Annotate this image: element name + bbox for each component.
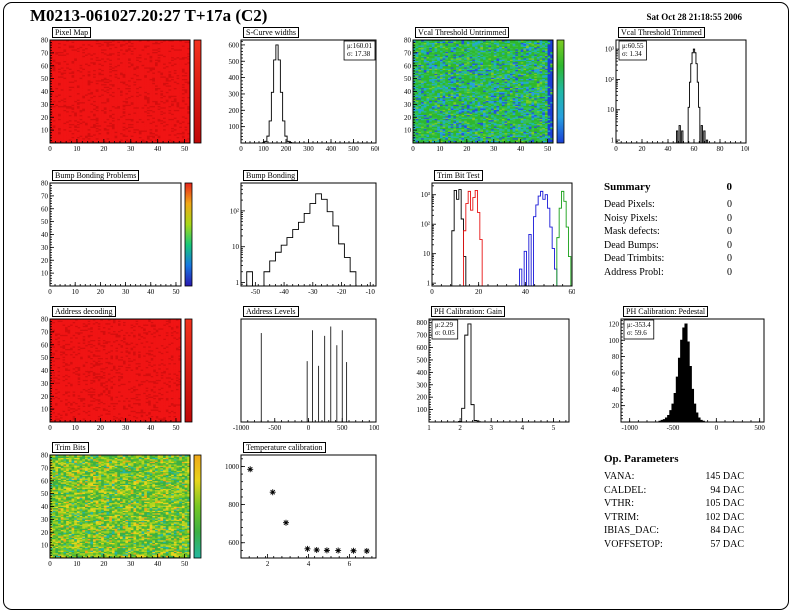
op-parameter-row: VANA: 145 DAC (604, 470, 744, 484)
summary-row: Dead Trimbits: 0 (604, 252, 732, 266)
summary-row-value: 0 (727, 239, 732, 251)
vcal-trimmed-canvas (596, 37, 749, 154)
vcal-untrimmed-canvas (395, 37, 569, 154)
summary-row-label: Dead Pixels: (604, 199, 655, 210)
op-parameter-row: VTRIM: 102 DAC (604, 511, 744, 525)
summary-panel: Summary 0 Dead Pixels: 0 Noisy Pixels: 0 M… (604, 181, 732, 279)
summary-title: Summary (604, 181, 651, 193)
op-parameter-label: VOFFSETOP: (604, 538, 663, 550)
panel-trim-bits: Trim Bits (32, 442, 206, 569)
trimbit-test-canvas (412, 180, 575, 297)
summary-row-value: 0 (727, 266, 732, 278)
op-parameter-label: IBIAS_DAC: (604, 525, 660, 536)
vcal-untrimmed-plot (395, 37, 569, 154)
summary-row-label: Mask defects: (604, 226, 660, 237)
chart-title-bump-bonding: Bump Bonding (243, 170, 299, 181)
trim-bits-plot (32, 452, 206, 569)
op-parameter-label: VTRIM: (604, 511, 639, 523)
temp-cal-plot (221, 452, 379, 569)
chart-title-vcal-trimmed: Vcal Threshold Trimmed (618, 27, 705, 38)
summary-row-label: Dead Trimbits: (604, 253, 665, 264)
address-levels-plot (221, 316, 379, 433)
op-parameter-label: VTHR: (604, 498, 634, 509)
chart-title-vcal-untrimmed: Vcal Threshold Untrimmed (415, 27, 510, 38)
summary-row: Mask defects: 0 (604, 225, 732, 239)
panel-bump-bonding: Bump Bonding (221, 170, 379, 297)
address-levels-canvas (221, 316, 379, 433)
op-parameter-row: IBIAS_DAC: 84 DAC (604, 524, 744, 538)
op-parameters-header: Op. Parameters (604, 453, 744, 465)
panel-address-levels: Address Levels (221, 306, 379, 433)
trimbit-test-plot (412, 180, 575, 297)
op-parameter-row: VOFFSETOP: 57 DAC (604, 538, 744, 552)
op-parameter-value: 57 DAC (710, 538, 744, 550)
summary-row-value: 0 (727, 199, 732, 210)
summary-row-label: Noisy Pixels: (604, 212, 658, 224)
chart-title-trimbit-test: Trim Bit Test (434, 170, 483, 181)
temp-cal-canvas (221, 452, 379, 569)
summary-row: Dead Pixels: 0 (604, 198, 732, 212)
chart-title-temp-cal: Temperature calibration (243, 442, 326, 453)
bump-bonding-canvas (221, 180, 379, 297)
op-parameter-value: 105 DAC (705, 498, 744, 509)
op-parameter-row: CALDEL: 94 DAC (604, 484, 744, 498)
address-decoding-canvas (32, 316, 197, 433)
chart-title-scurve-widths: S-Curve widths (243, 27, 299, 38)
op-parameter-label: CALDEL: (604, 484, 647, 496)
summary-total: 0 (726, 181, 733, 193)
chart-title-ph-pedestal: PH Calibration: Pedestal (623, 306, 709, 317)
op-parameter-row: VTHR: 105 DAC (604, 497, 744, 511)
summary-row: Noisy Pixels: 0 (604, 212, 732, 226)
summary-row: Address Probl: 0 (604, 266, 732, 280)
chart-title-trim-bits: Trim Bits (52, 442, 89, 453)
summary-row-value: 0 (727, 226, 732, 237)
op-parameter-value: 94 DAC (710, 484, 744, 496)
vcal-trimmed-plot (596, 37, 749, 154)
op-parameters-title: Op. Parameters (604, 453, 679, 465)
report-page: M0213-061027.20:27 T+17a (C2) Sat Oct 28… (3, 2, 789, 610)
chart-title-pixel-map: Pixel Map (52, 27, 92, 38)
chart-title-address-decoding: Address decoding (52, 306, 116, 317)
op-parameter-value: 102 DAC (705, 511, 744, 523)
trim-bits-canvas (32, 452, 206, 569)
pixel-map-canvas (32, 37, 206, 154)
chart-title-address-levels: Address Levels (243, 306, 299, 317)
timestamp: Sat Oct 28 21:18:55 2006 (646, 12, 743, 22)
ph-pedestal-canvas (601, 316, 767, 433)
panel-temp-cal: Temperature calibration (221, 442, 379, 569)
ph-gain-plot (409, 316, 572, 433)
bump-bonding-plot (221, 180, 379, 297)
panel-vcal-untrimmed: Vcal Threshold Untrimmed (395, 27, 569, 154)
op-parameter-value: 84 DAC (710, 525, 744, 536)
summary-row-label: Address Probl: (604, 266, 664, 278)
op-parameters-panel: Op. Parameters VANA: 145 DAC CALDEL: 94 DA… (604, 453, 744, 551)
panel-vcal-trimmed: Vcal Threshold Trimmed (596, 27, 749, 154)
summary-row-value: 0 (727, 253, 732, 264)
panel-trimbit-test: Trim Bit Test (412, 170, 575, 297)
bump-problems-canvas (32, 180, 197, 297)
panel-ph-gain: PH Calibration: Gain (409, 306, 572, 433)
address-decoding-plot (32, 316, 197, 433)
op-parameter-value: 145 DAC (705, 471, 744, 482)
summary-row: Dead Bumps: 0 (604, 239, 732, 253)
ph-pedestal-plot (601, 316, 767, 433)
chart-title-ph-gain: PH Calibration: Gain (431, 306, 505, 317)
summary-row-label: Dead Bumps: (604, 239, 659, 251)
panel-address-decoding: Address decoding (32, 306, 197, 433)
panel-ph-pedestal: PH Calibration: Pedestal (601, 306, 767, 433)
ph-gain-canvas (409, 316, 572, 433)
chart-title-bump-problems: Bump Bonding Problems (52, 170, 140, 181)
pixel-map-plot (32, 37, 206, 154)
summary-row-value: 0 (727, 212, 732, 224)
scurve-widths-plot (221, 37, 379, 154)
page-title: M0213-061027.20:27 T+17a (C2) (30, 6, 268, 25)
bump-problems-plot (32, 180, 197, 297)
op-parameter-label: VANA: (604, 471, 635, 482)
panel-bump-problems: Bump Bonding Problems (32, 170, 197, 297)
panel-pixel-map: Pixel Map (32, 27, 206, 154)
panel-scurve-widths: S-Curve widths (221, 27, 379, 154)
summary-header: Summary 0 (604, 181, 732, 193)
scurve-widths-canvas (221, 37, 379, 154)
